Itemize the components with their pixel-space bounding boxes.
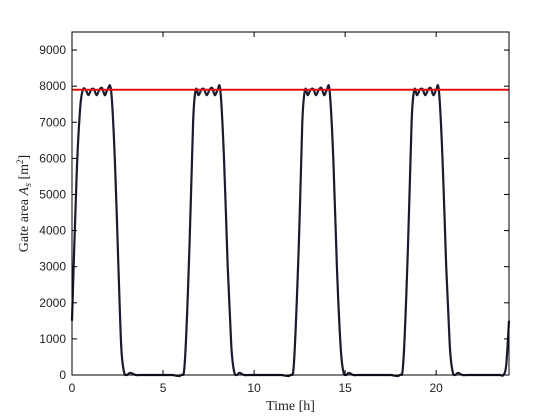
y-axis-label-unit-sup: 2 <box>15 159 25 164</box>
y-tick-label: 5000 <box>39 187 66 201</box>
x-tick-label: 20 <box>429 381 443 395</box>
axes-box <box>71 31 510 376</box>
y-tick-label: 7000 <box>39 115 66 129</box>
y-axis-label: Gate area As [m2] <box>15 155 34 252</box>
y-axis-label-symbol: A <box>17 186 32 196</box>
y-axis-label-subscript: s <box>23 183 34 187</box>
x-tick-label: 15 <box>338 381 352 395</box>
x-tick-label: 5 <box>160 381 167 395</box>
y-tick-label: 3000 <box>39 260 66 274</box>
y-axis-label-text: Gate area <box>17 195 32 252</box>
series-line-0 <box>70 83 511 378</box>
y-tick-label: 2000 <box>39 296 66 310</box>
y-axis-label-unit-open: [m <box>17 164 32 183</box>
y-tick-label: 4000 <box>39 224 66 238</box>
y-tick-label: 0 <box>59 368 66 382</box>
x-axis-label: Time [h] <box>266 399 315 414</box>
y-tick-label: 8000 <box>39 79 66 93</box>
y-axis-label-unit-close: ] <box>17 155 32 160</box>
x-tick-label: 0 <box>69 381 76 395</box>
y-tick-label: 1000 <box>39 332 66 346</box>
y-tick-label: 6000 <box>39 151 66 165</box>
y-tick-label: 9000 <box>39 43 66 57</box>
x-tick-label: 10 <box>247 381 261 395</box>
